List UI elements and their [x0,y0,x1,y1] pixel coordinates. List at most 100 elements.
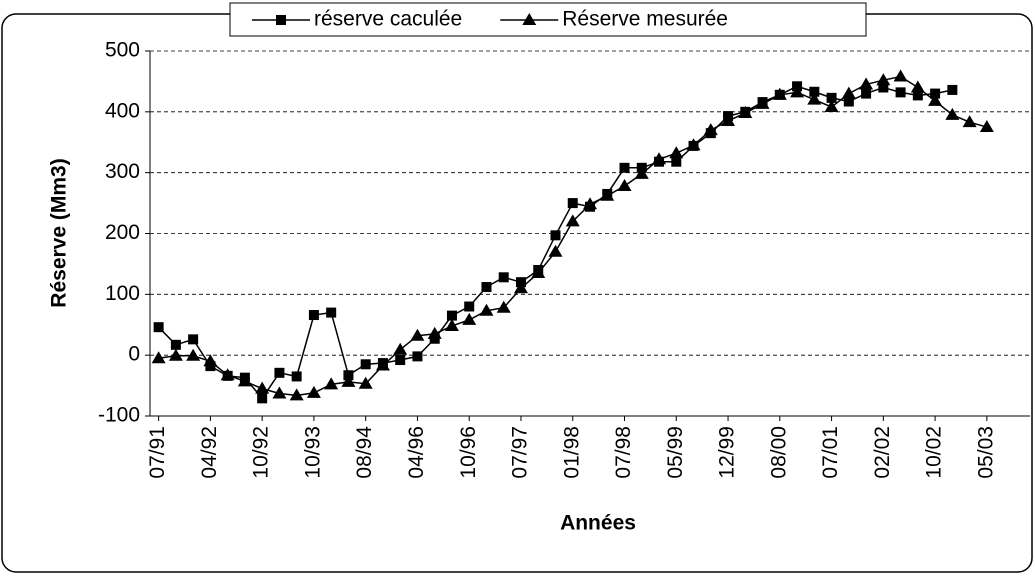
marker [255,381,270,394]
marker [186,348,201,361]
x-tick-label: 07/97 [509,426,532,479]
marker [738,106,753,119]
marker [257,393,268,404]
marker [962,115,977,128]
marker [481,282,492,293]
marker [522,13,537,25]
x-axis-label: Années [560,512,636,535]
marker [188,334,199,345]
x-tick-label: 01/98 [560,426,583,479]
marker [634,166,649,179]
x-tick-label: 08/94 [353,426,376,479]
marker [910,80,925,93]
marker [427,326,442,339]
marker [567,198,578,209]
marker [289,388,304,401]
x-tick-label: 02/02 [871,426,894,479]
y-tick-label: 400 [105,99,140,122]
marker [446,310,457,321]
marker [498,272,509,283]
x-tick-label: 10/92 [250,426,273,479]
marker [220,368,235,381]
x-tick-label: 12/99 [716,426,739,479]
marker [548,244,563,257]
marker [203,354,218,367]
marker [755,96,770,109]
x-tick-label: 07/91 [146,426,169,479]
marker [375,358,390,371]
x-tick-label: 10/93 [301,426,324,479]
y-tick-label: 300 [105,160,140,183]
marker [617,179,632,192]
marker [893,69,908,82]
y-tick-label: 0 [128,343,140,366]
marker [479,303,494,316]
x-tick-label: 10/02 [923,426,946,479]
marker [930,88,941,99]
marker [876,73,891,86]
marker [686,138,701,151]
x-tick-label: 05/03 [974,426,997,479]
marker [358,376,373,389]
marker [513,281,528,294]
x-tick-label: 04/92 [198,426,221,479]
marker [772,87,787,100]
marker [619,162,630,173]
marker [444,318,459,331]
marker [237,374,252,387]
marker [168,348,183,361]
marker [843,96,854,107]
marker [824,99,839,112]
marker [550,230,561,241]
legend-label: Réserve mesurée [562,8,728,31]
x-tick-label: 05/99 [664,426,687,479]
y-tick-label: 500 [105,39,140,62]
marker [565,214,580,227]
x-tick-label: 07/01 [819,426,842,479]
marker [410,328,425,341]
y-axis-label: Réserve (Mm3) [48,158,71,307]
marker [153,322,164,333]
marker [841,86,856,99]
marker [807,92,822,105]
marker [809,86,820,97]
marker [583,197,597,210]
marker [859,77,874,90]
marker [826,92,837,103]
marker [947,84,958,95]
marker [928,93,943,106]
marker [652,152,667,165]
marker [170,339,181,350]
marker [531,266,546,279]
marker [151,351,166,364]
marker [790,85,805,98]
marker [671,156,682,167]
marker [945,107,960,120]
marker [721,113,736,126]
marker [360,359,371,370]
marker [393,342,408,355]
legend: réserve caculée Réserve mesurée [229,2,867,37]
marker [274,367,285,378]
x-tick-label: 10/96 [457,426,480,479]
marker [895,87,906,98]
y-tick-label: -100 [98,404,140,427]
marker [341,374,356,387]
marker [878,82,889,93]
marker [464,301,475,312]
marker [395,355,406,366]
marker [308,310,319,321]
marker [412,351,423,362]
marker [272,386,287,399]
marker [306,385,321,398]
marker [979,120,994,133]
x-tick-label: 04/96 [405,426,428,479]
x-tick-label: 07/98 [612,426,635,479]
marker [276,15,286,25]
legend-label: réserve caculée [314,8,462,31]
marker [326,307,337,318]
y-tick-label: 200 [105,221,140,244]
y-tick-label: 100 [105,282,140,305]
marker [703,123,718,136]
